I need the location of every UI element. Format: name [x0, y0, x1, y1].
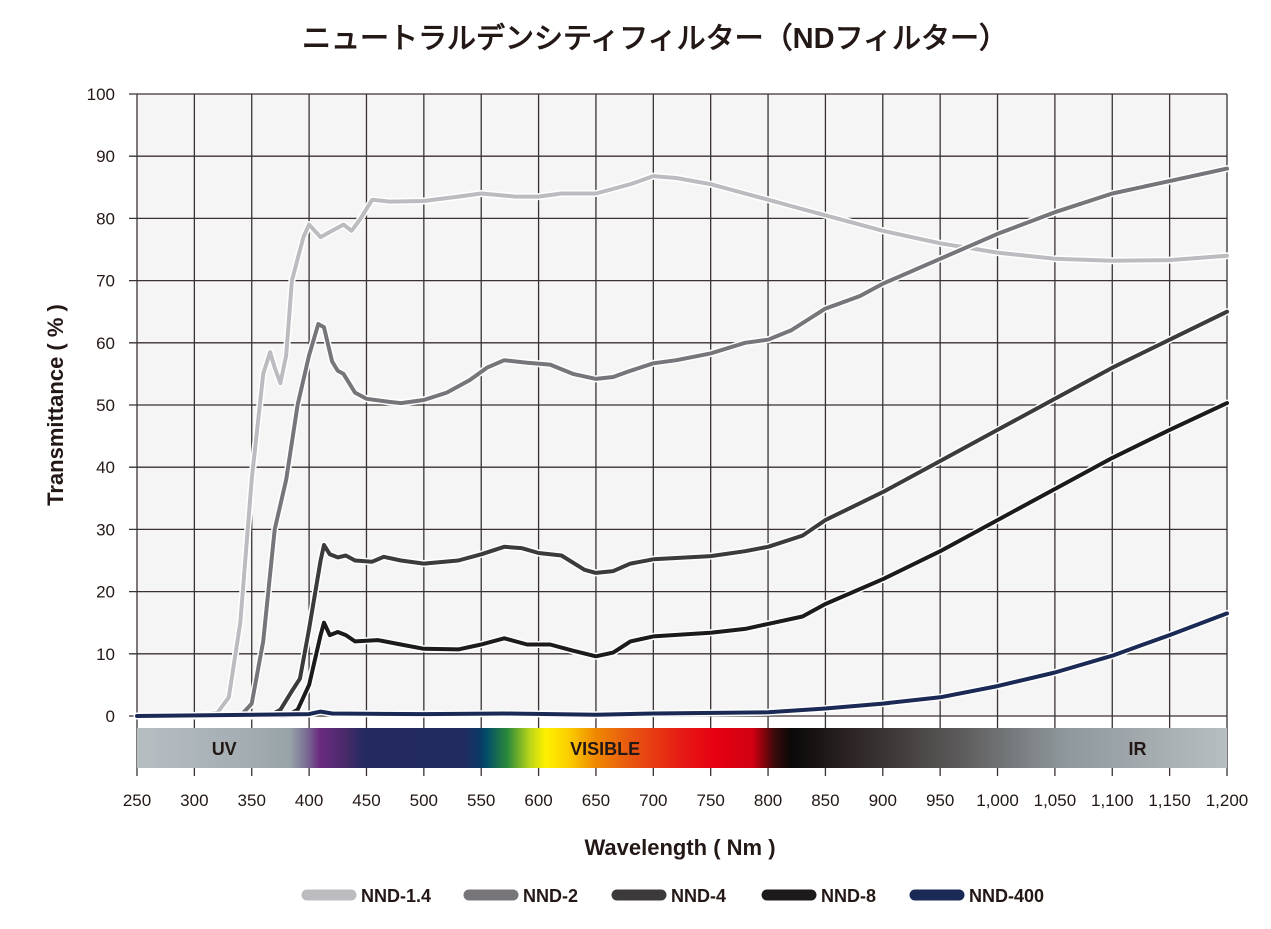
y-axis-label: Transmittance ( % ): [43, 304, 68, 506]
series-line-nnd-8: [135, 401, 1229, 718]
y-tick-label: 100: [87, 85, 115, 104]
legend-item: NND-400: [909, 886, 1044, 906]
legend-label: NND-8: [821, 886, 876, 906]
series-line-nnd-1.4: [135, 174, 1229, 718]
spectrum-label: UV: [212, 739, 237, 759]
y-tick-label: 20: [96, 583, 115, 602]
y-tick-label: 60: [96, 334, 115, 353]
x-tick-label: 250: [123, 791, 151, 810]
y-tick-label: 50: [96, 396, 115, 415]
y-tick-label: 10: [96, 645, 115, 664]
y-tick-label: 30: [96, 520, 115, 539]
x-tick-label: 300: [180, 791, 208, 810]
x-tick-label: 750: [696, 791, 724, 810]
y-tick-label: 0: [106, 707, 115, 726]
x-tick-label: 700: [639, 791, 667, 810]
series-line-nnd-2: [135, 166, 1229, 718]
x-tick-label: 800: [754, 791, 782, 810]
y-tick-label: 80: [96, 209, 115, 228]
x-tick-label: 550: [467, 791, 495, 810]
x-axis-label: Wavelength ( Nm ): [584, 835, 775, 860]
x-tick-label: 950: [926, 791, 954, 810]
x-tick-label: 900: [869, 791, 897, 810]
y-tick-label: 90: [96, 147, 115, 166]
x-tick-label: 450: [352, 791, 380, 810]
spectrum-label: VISIBLE: [570, 739, 640, 759]
x-tick-label: 500: [410, 791, 438, 810]
legend-item: NND-8: [761, 886, 876, 906]
spectrum-label: IR: [1129, 739, 1147, 759]
legend-label: NND-4: [671, 886, 726, 906]
x-tick-label: 1,000: [976, 791, 1019, 810]
x-tick-label: 350: [238, 791, 266, 810]
series-line-nnd-400: [135, 611, 1229, 718]
legend-item: NND-2: [463, 886, 578, 906]
y-tick-label: 40: [96, 458, 115, 477]
legend-label: NND-2: [523, 886, 578, 906]
x-tick-label: 1,150: [1148, 791, 1191, 810]
chart-title: ニュートラルデンシティフィルター（NDフィルター）: [302, 21, 1008, 55]
y-tick-label: 70: [96, 272, 115, 291]
legend-label: NND-400: [969, 886, 1044, 906]
spectrum-bar: [137, 728, 1227, 768]
legend-label: NND-1.4: [361, 886, 431, 906]
x-tick-label: 1,100: [1091, 791, 1134, 810]
x-tick-label: 1,050: [1034, 791, 1077, 810]
legend-item: NND-1.4: [301, 886, 431, 906]
x-tick-label: 400: [295, 791, 323, 810]
series-line-nnd-4: [135, 309, 1229, 718]
x-tick-label: 1,200: [1206, 791, 1249, 810]
x-tick-label: 850: [811, 791, 839, 810]
x-tick-label: 650: [582, 791, 610, 810]
x-tick-label: 600: [524, 791, 552, 810]
legend-item: NND-4: [611, 886, 726, 906]
